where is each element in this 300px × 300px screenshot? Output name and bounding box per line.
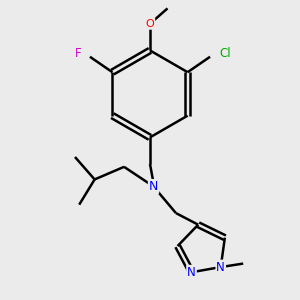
Text: F: F [75, 47, 82, 61]
Text: Cl: Cl [219, 47, 231, 60]
Text: N: N [149, 180, 158, 193]
Text: O: O [146, 19, 154, 29]
Text: N: N [187, 266, 196, 279]
Text: N: N [216, 261, 225, 274]
